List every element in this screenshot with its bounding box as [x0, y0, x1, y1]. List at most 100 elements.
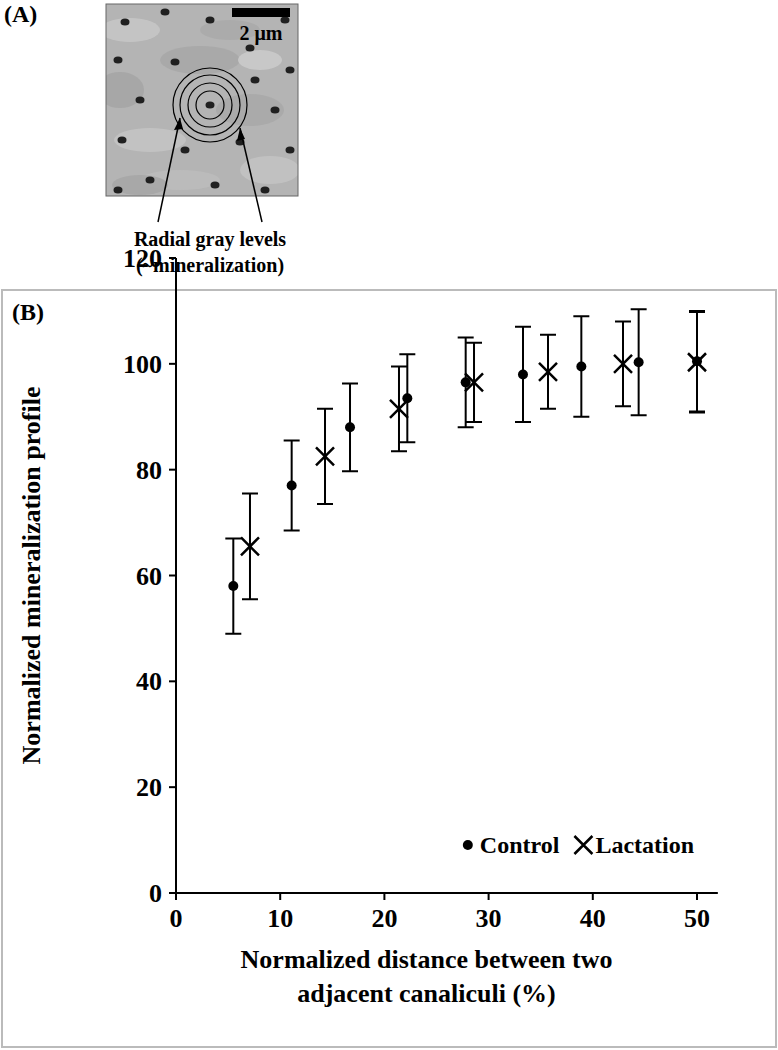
panel-label: (A) — [4, 1, 37, 27]
y-tick — [169, 575, 176, 577]
y-tick-label: 20 — [136, 773, 162, 802]
marker-x — [539, 363, 557, 381]
canaliculus — [114, 187, 123, 194]
canaliculus — [136, 97, 145, 104]
error-bar — [284, 441, 300, 531]
x-axis-label: adjacent canaliculi (%) — [297, 979, 556, 1008]
canaliculus — [118, 137, 127, 144]
marker-circle — [576, 361, 586, 371]
marker-circle — [287, 481, 297, 491]
scale-bar-label: 2 μm — [240, 22, 283, 45]
arrow — [240, 128, 262, 222]
y-tick-label: 0 — [149, 879, 162, 908]
plot-area — [225, 309, 706, 633]
x-tick-label: 0 — [170, 904, 183, 933]
y-tick — [169, 786, 176, 788]
arrow-head — [174, 118, 183, 130]
error-bar — [515, 327, 531, 422]
x-tick — [175, 893, 177, 900]
x-tick-label: 10 — [267, 904, 293, 933]
error-bar — [466, 343, 482, 422]
x-tick — [279, 893, 281, 900]
y-tick — [169, 680, 176, 682]
error-bar — [391, 366, 407, 451]
y-tick — [169, 363, 176, 365]
y-tick-label: 80 — [136, 456, 162, 485]
texture — [106, 18, 160, 42]
y-tick — [169, 257, 176, 259]
micrograph — [106, 4, 298, 196]
x-tick-label: 30 — [476, 904, 502, 933]
error-bar — [399, 354, 415, 442]
canaliculus — [286, 147, 295, 154]
canaliculus — [286, 67, 295, 74]
canaliculus — [246, 45, 255, 52]
x-tick — [488, 893, 490, 900]
error-bar — [631, 309, 647, 415]
x-tick — [592, 893, 594, 900]
error-bar — [225, 538, 241, 633]
x-tick-label: 40 — [580, 904, 606, 933]
canaliculus — [211, 182, 220, 189]
error-bar — [458, 337, 474, 427]
y-tick — [169, 469, 176, 471]
panel-frame — [2, 290, 776, 1047]
x-axis-label: Normalized distance between two — [241, 945, 613, 974]
x-tick-label: 50 — [684, 904, 710, 933]
canaliculus — [161, 9, 170, 16]
texture — [106, 72, 144, 108]
canaliculus — [171, 59, 180, 66]
marker-x — [465, 373, 483, 391]
y-axis-label: Normalized mineralization profile — [17, 387, 46, 765]
canaliculus — [271, 107, 280, 114]
y-tick-label: 120 — [123, 244, 162, 273]
marker-circle — [345, 422, 355, 432]
legend: Control Lactation — [463, 832, 694, 858]
y-tick-label: 100 — [123, 350, 162, 379]
panel-label: (B) — [12, 299, 44, 325]
error-bar — [573, 316, 589, 417]
legend-marker — [463, 840, 473, 850]
canaliculus — [121, 19, 130, 26]
texture — [216, 94, 284, 126]
error-bar — [540, 335, 556, 409]
arrow-head — [237, 128, 245, 141]
legend-label: Lactation — [595, 832, 694, 858]
y-tick-label: 40 — [136, 667, 162, 696]
radial-ring — [173, 68, 247, 142]
canaliculus — [251, 77, 260, 84]
radial-ring — [180, 75, 240, 135]
marker-x — [241, 537, 259, 555]
x-tick — [383, 893, 385, 900]
micrograph-frame — [106, 4, 298, 196]
marker-circle — [634, 357, 644, 367]
canaliculus — [114, 57, 123, 64]
error-bar — [342, 383, 358, 471]
marker-x — [316, 447, 334, 465]
marker-circle — [228, 581, 238, 591]
error-bar — [689, 312, 705, 413]
canaliculus — [146, 177, 155, 184]
x-tick-label: 20 — [371, 904, 397, 933]
x-tick — [696, 893, 698, 900]
y-tick — [169, 892, 176, 894]
texture — [240, 156, 298, 184]
marker-x — [390, 400, 408, 418]
canaliculus — [181, 147, 190, 154]
y-tick-label: 60 — [136, 562, 162, 591]
radial-ring — [196, 91, 224, 119]
figure: (A)2 μmRadial gray levels(~mineralizatio… — [0, 0, 778, 1050]
canaliculus — [261, 187, 270, 194]
error-bar — [615, 322, 631, 407]
legend-label: Control — [480, 832, 560, 858]
legend-marker — [574, 836, 592, 854]
error-bar — [317, 409, 333, 504]
scale-bar — [232, 8, 290, 17]
radial-ring — [188, 83, 232, 127]
error-bar — [242, 493, 258, 599]
texture — [238, 50, 282, 70]
canaliculus — [206, 102, 215, 109]
canaliculus — [206, 17, 215, 24]
x-axis — [176, 892, 718, 894]
arrow — [158, 118, 180, 222]
